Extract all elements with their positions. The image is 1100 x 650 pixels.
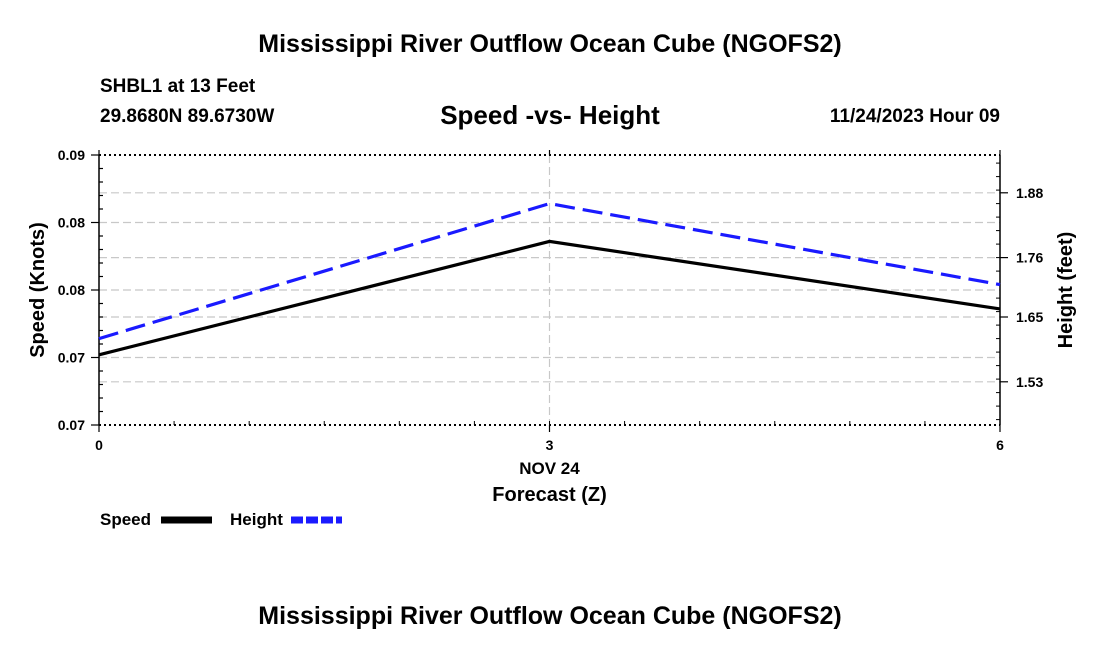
coordinates-label: 29.8680N 89.6730W [100, 106, 275, 127]
chart-canvas: 0.07 0.07 0.08 0.08 0.09 1.53 1.65 1.76 1.88 0 3 6 N… [27, 147, 1077, 529]
series-line-speed [98, 239, 1001, 357]
station-label: SHBL1 at 13 Feet [100, 76, 256, 97]
tick-labels: 0.07 0.07 0.08 0.08 0.09 1.53 1.65 1.76 1.88 0 3 6 N… [27, 147, 1077, 529]
chart-subtitle: Speed -vs- Height [440, 100, 660, 130]
y-axis-label: Speed (Knots) [27, 222, 49, 358]
footer-title: Mississippi River Outflow Ocean Cube (NG… [258, 602, 842, 630]
series-line-height [98, 201, 1001, 341]
x-axis-tick-label: 6 [996, 437, 1004, 453]
axes [91, 150, 1008, 432]
right-axis-tick-label: 1.65 [1016, 309, 1043, 325]
legend-label-height: Height [230, 510, 283, 529]
x-axis-tick-label: 3 [546, 437, 554, 453]
right-axis-tick-label: 1.53 [1016, 374, 1043, 390]
right-axis-tick-label: 1.76 [1016, 250, 1043, 266]
right-axis-tick-label: 1.88 [1016, 185, 1043, 201]
grid-lines [99, 155, 1000, 425]
left-axis-tick-label: 0.08 [58, 282, 85, 298]
y2-axis-label: Height (feet) [1055, 232, 1077, 349]
forecast-datetime: 11/24/2023 Hour 09 [829, 106, 1000, 127]
chart-title: Mississippi River Outflow Ocean Cube (NG… [258, 30, 842, 58]
left-axis-tick-label: 0.07 [58, 417, 85, 433]
x-axis-tick-label: 0 [95, 437, 103, 453]
x-axis-date-label: NOV 24 [519, 459, 580, 478]
legend-label-speed: Speed [100, 510, 151, 529]
series-lines [98, 201, 1001, 357]
left-axis-tick-label: 0.09 [58, 147, 85, 163]
x-axis-label: Forecast (Z) [492, 484, 606, 506]
left-axis-tick-label: 0.07 [58, 350, 85, 366]
left-axis-tick-label: 0.08 [58, 215, 85, 231]
